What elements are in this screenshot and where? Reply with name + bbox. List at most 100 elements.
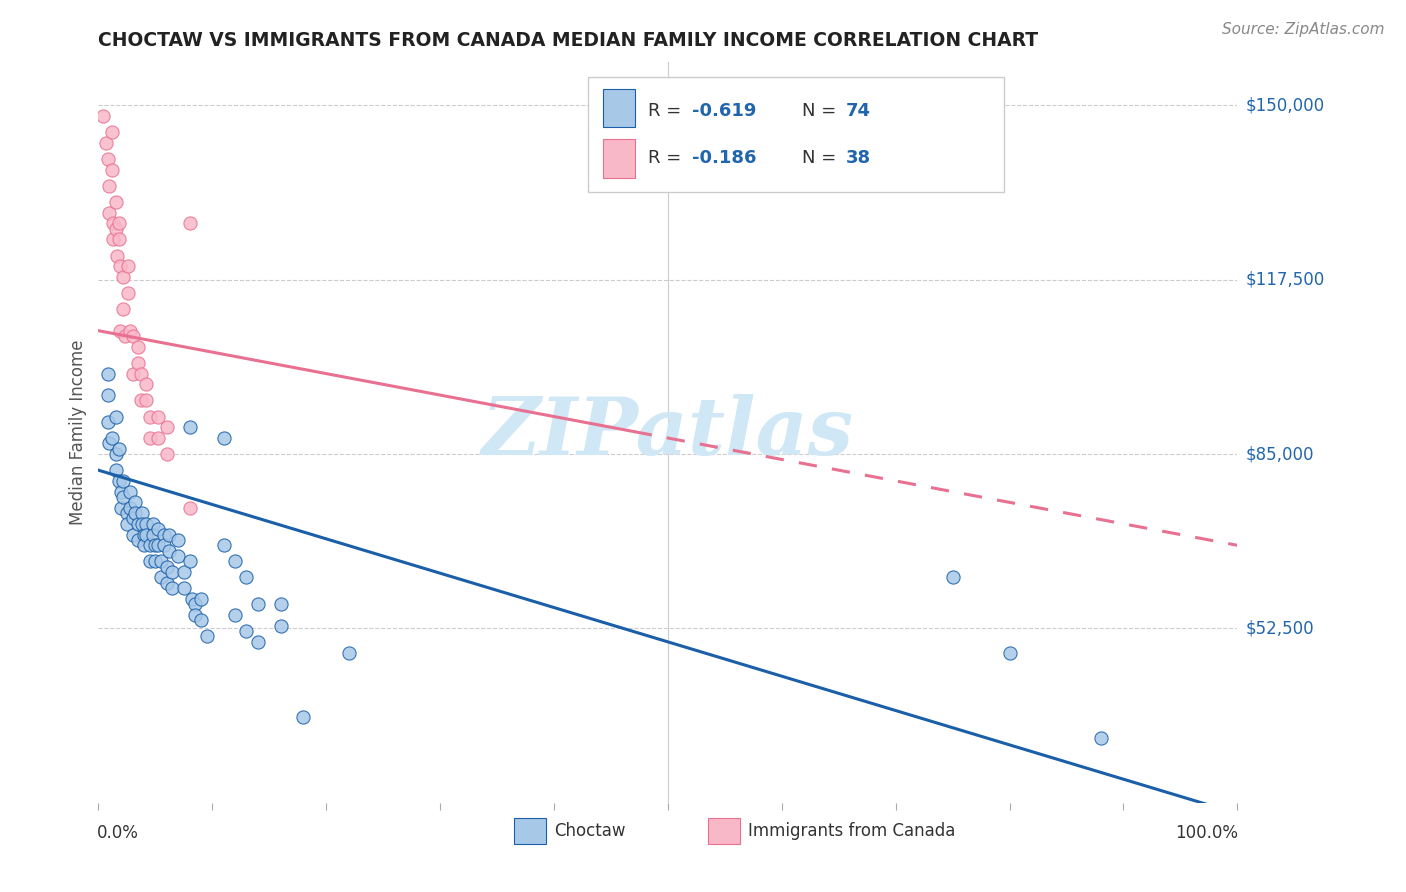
Text: $117,500: $117,500 <box>1246 270 1324 289</box>
Point <box>117 286 139 301</box>
Point <box>97 436 120 450</box>
Point <box>998 646 1021 660</box>
Point <box>150 554 173 568</box>
Point <box>162 565 184 579</box>
Bar <box>603 139 636 178</box>
Point <box>212 431 235 445</box>
Point <box>132 527 155 541</box>
Point <box>103 232 125 246</box>
Text: N =: N = <box>803 149 842 167</box>
Point <box>942 570 965 584</box>
Point <box>110 500 132 515</box>
Point <box>97 178 120 193</box>
Text: -0.619: -0.619 <box>692 102 756 120</box>
Point <box>142 516 165 531</box>
Text: 74: 74 <box>845 102 870 120</box>
Point <box>112 490 135 504</box>
Point <box>270 619 292 633</box>
Point <box>112 474 135 488</box>
Point <box>104 221 127 235</box>
Point <box>146 431 169 445</box>
Point <box>224 554 246 568</box>
Point <box>108 216 131 230</box>
Point <box>156 559 179 574</box>
Point <box>117 260 139 274</box>
Point <box>224 607 246 622</box>
Text: $150,000: $150,000 <box>1246 96 1324 114</box>
Point <box>179 554 201 568</box>
Point <box>132 538 155 552</box>
Point <box>138 431 160 445</box>
Point <box>127 356 149 370</box>
Point <box>1090 731 1112 746</box>
Point <box>145 554 167 568</box>
Point <box>167 533 190 547</box>
Text: ZIPatlas: ZIPatlas <box>482 394 853 471</box>
Point <box>162 581 184 595</box>
Bar <box>707 818 740 844</box>
Point <box>108 474 131 488</box>
Point <box>337 646 360 660</box>
Point <box>184 607 207 622</box>
Point <box>108 324 131 338</box>
Point <box>101 162 124 177</box>
Point <box>104 463 127 477</box>
Point <box>108 260 131 274</box>
Point <box>292 710 315 724</box>
Point <box>112 270 135 285</box>
Point <box>146 409 169 424</box>
Point <box>105 249 128 263</box>
Point <box>146 538 169 552</box>
Point <box>190 614 212 628</box>
Point <box>167 549 190 563</box>
Point <box>115 516 138 531</box>
Text: Source: ZipAtlas.com: Source: ZipAtlas.com <box>1222 22 1385 37</box>
Point <box>108 232 131 246</box>
Point <box>135 516 157 531</box>
Point <box>138 554 160 568</box>
Point <box>91 109 114 123</box>
Text: -0.186: -0.186 <box>692 149 756 167</box>
Point <box>180 591 202 606</box>
Point <box>129 367 152 381</box>
Point <box>146 522 169 536</box>
Y-axis label: Median Family Income: Median Family Income <box>69 340 87 525</box>
Point <box>127 516 149 531</box>
Point <box>124 506 146 520</box>
Point <box>153 527 176 541</box>
Text: 0.0%: 0.0% <box>97 824 139 842</box>
Point <box>156 575 179 590</box>
Text: Choctaw: Choctaw <box>554 822 626 839</box>
Point <box>101 431 124 445</box>
Point <box>157 543 180 558</box>
Point <box>96 415 118 429</box>
Point <box>120 324 142 338</box>
Point <box>235 570 257 584</box>
Point <box>138 409 160 424</box>
Point <box>114 329 136 343</box>
Text: N =: N = <box>803 102 842 120</box>
Point <box>96 136 118 150</box>
Point <box>124 495 146 509</box>
Point <box>131 506 153 520</box>
Text: 100.0%: 100.0% <box>1175 824 1239 842</box>
Text: $52,500: $52,500 <box>1246 619 1315 638</box>
Point <box>184 597 207 611</box>
Point <box>121 367 143 381</box>
Point <box>145 538 167 552</box>
Point <box>115 506 138 520</box>
Point <box>120 500 142 515</box>
Text: R =: R = <box>648 149 688 167</box>
Point <box>135 393 157 408</box>
Point <box>246 635 269 649</box>
Point <box>157 527 180 541</box>
Point <box>129 393 152 408</box>
Point <box>127 533 149 547</box>
Point <box>270 597 292 611</box>
Text: Immigrants from Canada: Immigrants from Canada <box>748 822 955 839</box>
Point <box>173 581 195 595</box>
Bar <box>603 88 636 128</box>
Point <box>212 538 235 552</box>
Text: 38: 38 <box>845 149 870 167</box>
Point <box>131 516 153 531</box>
